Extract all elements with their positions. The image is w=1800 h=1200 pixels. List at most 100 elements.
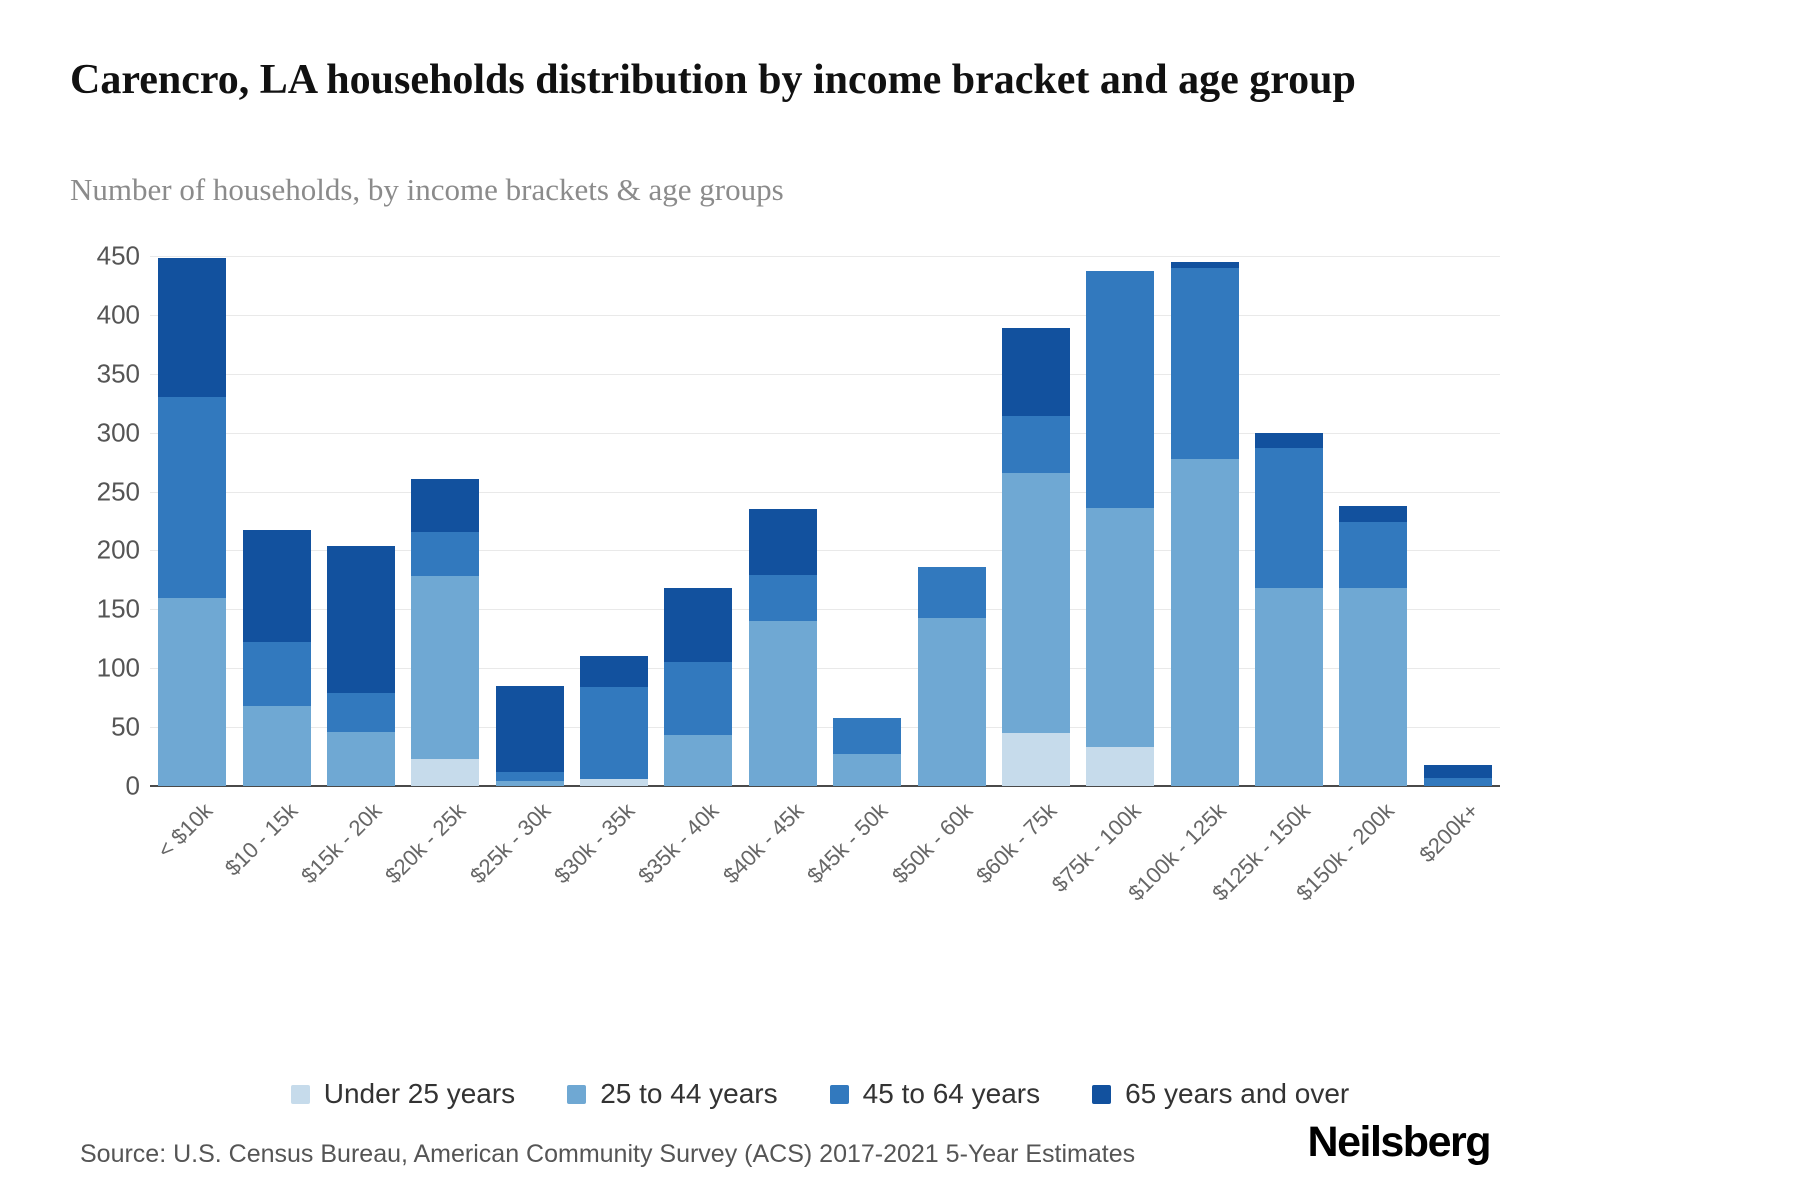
- bar-segment[interactable]: [1086, 747, 1154, 786]
- bar-segment[interactable]: [580, 656, 648, 688]
- bar-segment[interactable]: [749, 575, 817, 622]
- bar-segment[interactable]: [1171, 267, 1239, 459]
- bar-segment[interactable]: [1002, 733, 1070, 786]
- chart-title: Carencro, LA households distribution by …: [70, 57, 1356, 103]
- y-axis-tick-label: 300: [96, 417, 140, 448]
- x-axis-category-label: $20k - 25k: [380, 798, 471, 889]
- legend-swatch: [567, 1084, 587, 1104]
- y-axis-tick-label: 150: [96, 593, 140, 624]
- bar--75k-100k: [1086, 271, 1154, 786]
- chart-legend: Under 25 years 25 to 44 years 45 to 64 yea…: [70, 1078, 1570, 1110]
- gridline: [150, 727, 1500, 729]
- bar--10k: [158, 258, 226, 786]
- y-axis-tick-label: 200: [96, 534, 140, 565]
- bar-segment[interactable]: [749, 621, 817, 786]
- bar-segment[interactable]: [411, 758, 479, 786]
- bar-segment[interactable]: [327, 731, 395, 786]
- bar-segment[interactable]: [496, 685, 564, 772]
- bar-segment[interactable]: [1086, 271, 1154, 509]
- bar-segment[interactable]: [243, 642, 311, 706]
- x-axis-category-label: < $10k: [152, 798, 218, 863]
- bar-segment[interactable]: [580, 687, 648, 779]
- x-axis-category-label: $10 - 15k: [220, 798, 303, 881]
- x-axis-category-label: $40k - 45k: [718, 798, 809, 889]
- bar--30k-35k: [580, 656, 648, 786]
- bar-segment[interactable]: [1424, 777, 1492, 786]
- bar-segment[interactable]: [1171, 458, 1239, 786]
- bar-segment[interactable]: [243, 530, 311, 643]
- x-axis-category-label: $45k - 50k: [802, 798, 893, 889]
- bar-segment[interactable]: [833, 754, 901, 786]
- bar-segment[interactable]: [1424, 764, 1492, 778]
- x-axis-category-label: $30k - 35k: [549, 798, 640, 889]
- bar-segment[interactable]: [327, 545, 395, 693]
- bar-segment[interactable]: [1002, 327, 1070, 417]
- bar-segment[interactable]: [158, 597, 226, 786]
- bar-segment[interactable]: [1255, 448, 1323, 589]
- legend-item-45-to-64-years[interactable]: 45 to 64 years: [829, 1078, 1041, 1110]
- bar-segment[interactable]: [243, 705, 311, 786]
- neilsberg-logo: Neilsberg: [1307, 1118, 1492, 1166]
- legend-label: 25 to 44 years: [600, 1078, 778, 1109]
- bar-segment[interactable]: [1255, 588, 1323, 786]
- x-axis-category-label: $25k - 30k: [465, 798, 556, 889]
- gridline: [150, 550, 1500, 552]
- bar--100k-125k: [1171, 261, 1239, 786]
- gridline: [150, 256, 1500, 257]
- bar-segment[interactable]: [1339, 588, 1407, 786]
- bar-segment[interactable]: [1255, 432, 1323, 448]
- legend-label: 65 years and over: [1125, 1078, 1350, 1109]
- y-axis-tick-label: 350: [96, 358, 140, 389]
- bar-segment[interactable]: [496, 771, 564, 782]
- legend-item-25-to-44-years[interactable]: 25 to 44 years: [567, 1078, 778, 1110]
- bar--125k-150k: [1255, 432, 1323, 786]
- bar--60k-75k: [1002, 327, 1070, 786]
- legend-item-under-25-years[interactable]: Under 25 years: [290, 1078, 515, 1110]
- bar--15k-20k: [327, 545, 395, 786]
- bar-segment[interactable]: [411, 531, 479, 577]
- bar--200k-: [1424, 764, 1492, 786]
- x-axis-category-label: $15k - 20k: [296, 798, 387, 889]
- bar-segment[interactable]: [580, 778, 648, 786]
- bar--25k-30k: [496, 685, 564, 786]
- bar-segment[interactable]: [158, 397, 226, 598]
- y-axis-tick-label: 450: [96, 240, 140, 271]
- bar-segment[interactable]: [1339, 505, 1407, 523]
- bar-segment[interactable]: [496, 781, 564, 786]
- bar-segment[interactable]: [749, 509, 817, 576]
- bar-segment[interactable]: [664, 588, 732, 663]
- bar-segment[interactable]: [918, 617, 986, 786]
- gridline: [150, 373, 1500, 375]
- bar-segment[interactable]: [664, 735, 732, 786]
- bar-segment[interactable]: [411, 478, 479, 532]
- y-axis-tick-label: 250: [96, 476, 140, 507]
- bar-segment[interactable]: [327, 692, 395, 732]
- bar-segment[interactable]: [918, 566, 986, 618]
- bar-segment[interactable]: [1086, 508, 1154, 748]
- legend-item-65-years-and-over[interactable]: 65 years and over: [1092, 1078, 1349, 1110]
- y-axis-tick-label: 100: [96, 652, 140, 683]
- bar--35k-40k: [664, 588, 732, 786]
- legend-label: 45 to 64 years: [862, 1078, 1041, 1109]
- y-axis-tick-label: 50: [111, 711, 140, 742]
- bar-segment[interactable]: [1171, 261, 1239, 268]
- bar-segment[interactable]: [1002, 472, 1070, 733]
- gridline: [150, 609, 1500, 611]
- source-attribution: Source: U.S. Census Bureau, American Com…: [80, 1140, 1136, 1168]
- x-axis-category-label: $50k - 60k: [887, 798, 978, 889]
- gridline: [150, 668, 1500, 670]
- legend-swatch: [829, 1084, 849, 1104]
- x-axis-line: [150, 785, 1500, 787]
- legend-swatch: [290, 1084, 310, 1104]
- bar-segment[interactable]: [664, 662, 732, 736]
- bar-segment[interactable]: [1339, 522, 1407, 589]
- bar--10-15k: [243, 530, 311, 786]
- bar-segment[interactable]: [158, 258, 226, 398]
- bar-segment[interactable]: [1002, 416, 1070, 473]
- bar-segment[interactable]: [833, 717, 901, 755]
- chart-subtitle: Number of households, by income brackets…: [70, 172, 784, 207]
- bar-segment[interactable]: [411, 576, 479, 759]
- bar--45k-50k: [833, 717, 901, 786]
- gridline: [150, 491, 1500, 493]
